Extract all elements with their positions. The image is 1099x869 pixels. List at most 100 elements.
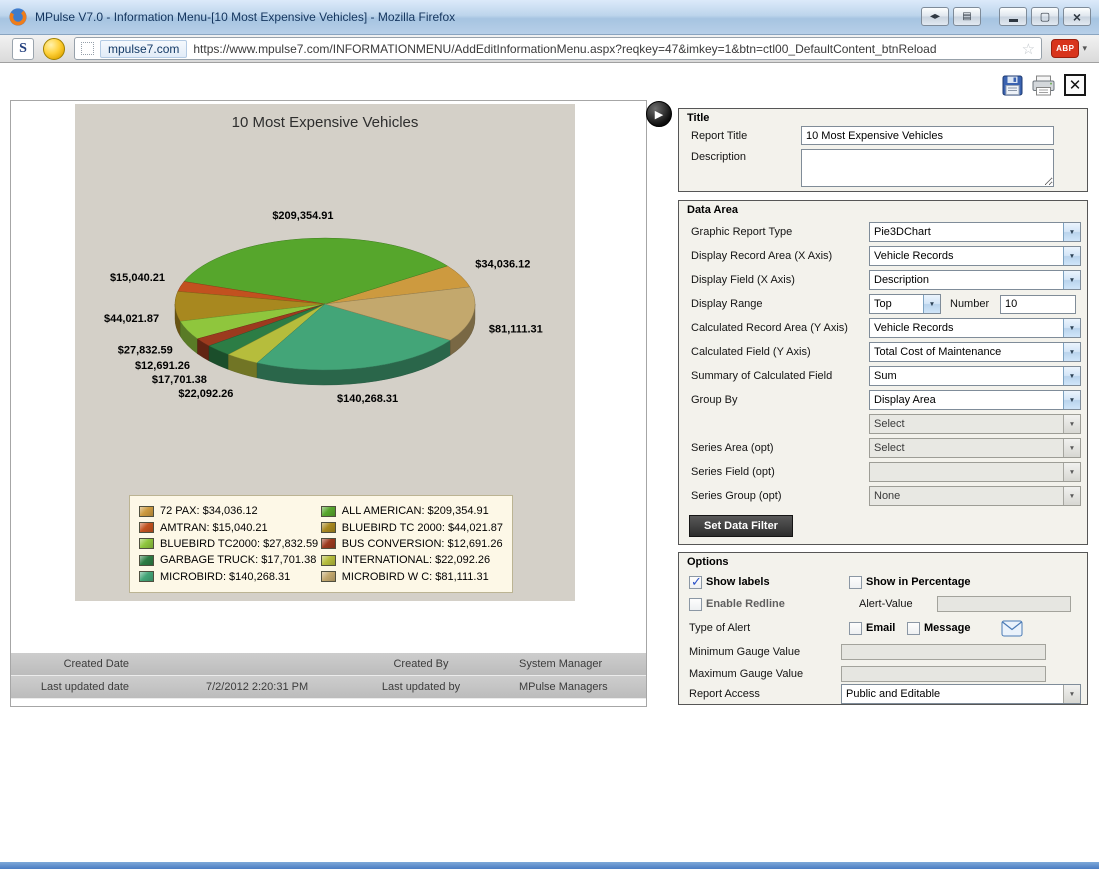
select-value: Public and Editable [846, 688, 941, 700]
options-row-1: Show labels Show in Percentage [679, 571, 1087, 593]
collapse-panel-button[interactable]: ▶ [646, 101, 672, 127]
window-close-button[interactable]: × [1063, 7, 1091, 26]
legend-label: INTERNATIONAL: $22,092.26 [341, 554, 491, 567]
alert-value-label: Alert-Value [859, 598, 913, 610]
stylish-addon-button[interactable]: S [12, 37, 34, 60]
select-value: Sum [874, 370, 897, 382]
select-value: Select [874, 442, 905, 454]
display-range-row: Display Range Top ▼ Number [679, 292, 1087, 316]
display-record-area-select[interactable]: Vehicle Records ▼ [869, 246, 1081, 266]
close-button[interactable]: ✕ [1064, 74, 1086, 96]
print-button[interactable] [1031, 75, 1056, 96]
collapse-arrow-icon: ▶ [654, 108, 664, 121]
window-controls: ◂▸ ▤ ▢ × [921, 7, 1091, 26]
pie-slice-label: $44,021.87 [104, 313, 159, 325]
title-section: Title Report Title Description [678, 108, 1088, 192]
close-icon: ✕ [1068, 76, 1082, 94]
legend-item: 72 PAX: $34,036.12 [139, 505, 321, 517]
pie-slice-label: $17,701.38 [152, 374, 207, 386]
pie-slice [183, 237, 448, 305]
legend-label: BLUEBIRD TC 2000: $44,021.87 [341, 521, 503, 534]
group-by-select[interactable]: Display Area ▼ [869, 390, 1081, 410]
maximize-icon: ▢ [1039, 11, 1051, 23]
enable-redline-checkbox[interactable] [689, 597, 702, 611]
legend-swatch-icon [320, 554, 336, 566]
site-identity-chip[interactable]: mpulse7.com [100, 39, 188, 58]
maximum-gauge-input [841, 666, 1046, 682]
alert-message-button[interactable] [1001, 617, 1023, 639]
minimize-button[interactable] [999, 7, 1027, 26]
legend-swatch-icon [320, 505, 336, 517]
display-field-label: Display Field (X Axis) [691, 274, 795, 286]
display-range-label: Display Range [691, 298, 763, 310]
yellow-addon-button[interactable] [43, 37, 65, 60]
options-row-4: Minimum Gauge Value [679, 641, 1087, 663]
display-field-select[interactable]: Description ▼ [869, 270, 1081, 290]
series-area-row: Series Area (opt) Select ▼ [679, 436, 1087, 460]
message-checkbox[interactable] [907, 621, 920, 635]
calculated-record-area-row: Calculated Record Area (Y Axis) Vehicle … [679, 316, 1087, 340]
chevron-down-icon: ▼ [1063, 223, 1080, 241]
legend-swatch-icon [139, 538, 154, 550]
select-value: Select [874, 418, 905, 430]
select-value: Vehicle Records [874, 250, 954, 262]
description-textarea[interactable] [801, 149, 1054, 187]
save-button[interactable] [1002, 75, 1023, 96]
maximum-gauge-label: Maximum Gauge Value [689, 668, 804, 680]
pie-slice-label: $12,691.26 [135, 360, 190, 372]
summary-row: Summary of Calculated Field Sum ▼ [679, 364, 1087, 388]
calculated-field-select[interactable]: Total Cost of Maintenance ▼ [869, 342, 1081, 362]
number-input[interactable] [1000, 294, 1076, 314]
select-value: Display Area [874, 394, 936, 406]
minimize-icon [1008, 18, 1018, 22]
show-in-percentage-checkbox[interactable] [849, 575, 862, 589]
select-value: Top [874, 298, 892, 310]
select-value: Pie3DChart [874, 226, 931, 238]
window-titlebar: MPulse V7.0 - Information Menu-[10 Most … [0, 0, 1099, 35]
group-by-secondary-row: Select ▼ [679, 412, 1087, 436]
options-section: Options Show labels Show in Percentage E… [678, 552, 1088, 705]
bookmark-star-icon[interactable]: ☆ [1021, 40, 1036, 58]
titlebar-arrows-button[interactable]: ◂▸ [921, 7, 949, 26]
set-data-filter-button[interactable]: Set Data Filter [689, 515, 793, 537]
legend-label: BLUEBIRD TC2000: $27,832.59 [160, 537, 319, 550]
calculated-record-area-select[interactable]: Vehicle Records ▼ [869, 318, 1081, 338]
alert-value-input [937, 596, 1071, 612]
window-close-icon: × [1072, 8, 1082, 25]
chart-area: 10 Most Expensive Vehicles $34,036.12 $20… [75, 104, 575, 601]
show-labels-checkbox[interactable] [689, 574, 702, 590]
legend-item: MICROBIRD W C: $81,111.31 [320, 571, 503, 583]
options-row-3: Type of Alert Email Message [679, 617, 1087, 639]
summary-select[interactable]: Sum ▼ [869, 366, 1081, 386]
url-bar[interactable]: mpulse7.com https://www.mpulse7.com/INFO… [74, 37, 1043, 60]
maximize-button[interactable]: ▢ [1031, 7, 1059, 26]
email-label: Email [866, 622, 896, 634]
report-title-input[interactable] [801, 126, 1054, 145]
display-range-select[interactable]: Top ▼ [869, 294, 941, 314]
adblock-plus-button[interactable]: ABP ▾ [1051, 39, 1087, 58]
display-record-area-label: Display Record Area (X Axis) [691, 250, 833, 262]
email-checkbox[interactable] [849, 621, 862, 635]
report-access-select[interactable]: Public and Editable ▼ [841, 684, 1081, 704]
titlebar-page-button[interactable]: ▤ [953, 7, 981, 26]
report-title-label: Report Title [691, 130, 748, 142]
url-text[interactable]: https://www.mpulse7.com/INFORMATIONMENU/… [193, 41, 937, 56]
pie-slice-label: $15,040.21 [110, 272, 165, 284]
legend-item: ALL AMERICAN: $209,354.91 [320, 505, 503, 518]
group-by-secondary-select: Select ▼ [869, 414, 1081, 434]
display-record-area-row: Display Record Area (X Axis) Vehicle Rec… [679, 244, 1087, 268]
legend-label: ALL AMERICAN: $209,354.91 [341, 505, 489, 518]
title-section-header: Title [687, 112, 710, 124]
options-row-6: Report Access Public and Editable ▼ [679, 683, 1087, 705]
graphic-report-type-select[interactable]: Pie3DChart ▼ [869, 222, 1081, 242]
select-value: Total Cost of Maintenance [874, 346, 1002, 358]
legend-swatch-icon [139, 554, 154, 566]
chevron-down-icon: ▼ [1063, 439, 1080, 457]
window-title: MPulse V7.0 - Information Menu-[10 Most … [35, 10, 456, 24]
firefox-icon [8, 7, 28, 27]
legend-label: BUS CONVERSION: $12,691.26 [341, 537, 503, 550]
chevron-down-icon: ▼ [1063, 391, 1080, 409]
series-group-row: Series Group (opt) None ▼ [679, 484, 1087, 508]
legend-label: AMTRAN: $15,040.21 [160, 521, 268, 534]
report-access-label: Report Access [689, 688, 760, 700]
